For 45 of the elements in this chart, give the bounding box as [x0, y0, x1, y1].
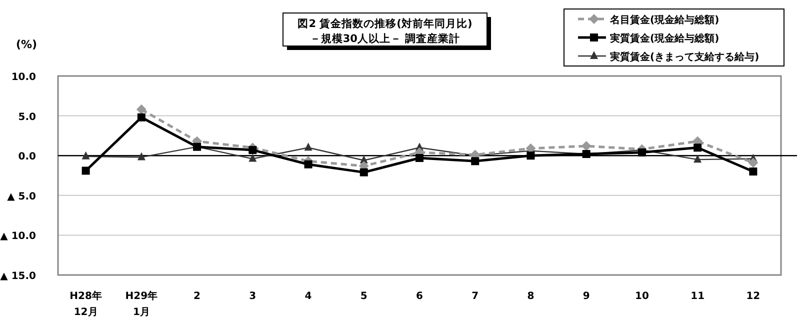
point: [304, 160, 312, 168]
x-tick-label: 10: [635, 291, 649, 302]
point: [638, 148, 646, 156]
point: [526, 143, 536, 154]
point: [581, 141, 592, 152]
x-tick-label: 5: [360, 291, 368, 302]
x-tick-label: 12: [746, 291, 760, 302]
point: [748, 158, 758, 168]
x-tick-label: 11: [690, 291, 705, 302]
point: [749, 168, 758, 176]
point: [248, 154, 257, 162]
point: [137, 152, 146, 160]
point: [248, 146, 257, 154]
point: [526, 152, 535, 160]
x-tick-label: 3: [249, 291, 256, 302]
x-tick-label: H29年 1月: [125, 290, 158, 318]
x-tick-label: 7: [472, 291, 479, 302]
point: [416, 154, 424, 162]
point: [82, 151, 90, 160]
y-tick-label: 5.0: [18, 112, 36, 123]
point: [471, 157, 480, 166]
x-tick-label: 6: [416, 291, 424, 302]
y-tick-label: ▲ 10.0: [0, 231, 36, 242]
x-tick-label: 8: [527, 291, 534, 302]
point: [694, 144, 702, 152]
y-tick-label: ▲ 15.0: [0, 271, 36, 282]
y-tick-label: ▲ 5.0: [7, 191, 36, 202]
x-tick-label: 4: [304, 291, 312, 302]
point: [304, 142, 312, 151]
y-tick-label: 0.0: [18, 152, 36, 163]
x-tick-label: H28年 12月: [70, 290, 102, 318]
point: [82, 166, 90, 175]
point: [694, 154, 702, 163]
y-axis-title: (%): [16, 38, 38, 51]
legend-label: 実質賃金(きまって支給する給与): [609, 51, 760, 63]
chart-subtitle: －規模30人以上－ 調査産業計: [310, 32, 460, 45]
chart-title: 図2 賃金指数の推移(対前年同月比): [298, 17, 472, 30]
x-tick-label: 2: [194, 291, 201, 302]
point: [137, 113, 146, 122]
x-tick-label: 9: [582, 291, 590, 302]
point: [360, 168, 368, 176]
y-tick-label: 10.0: [11, 72, 36, 83]
point: [136, 104, 146, 114]
legend-label: 実質賃金(現金給与総額): [609, 32, 720, 44]
legend-label: 名目賃金(現金給与総額): [609, 14, 720, 26]
